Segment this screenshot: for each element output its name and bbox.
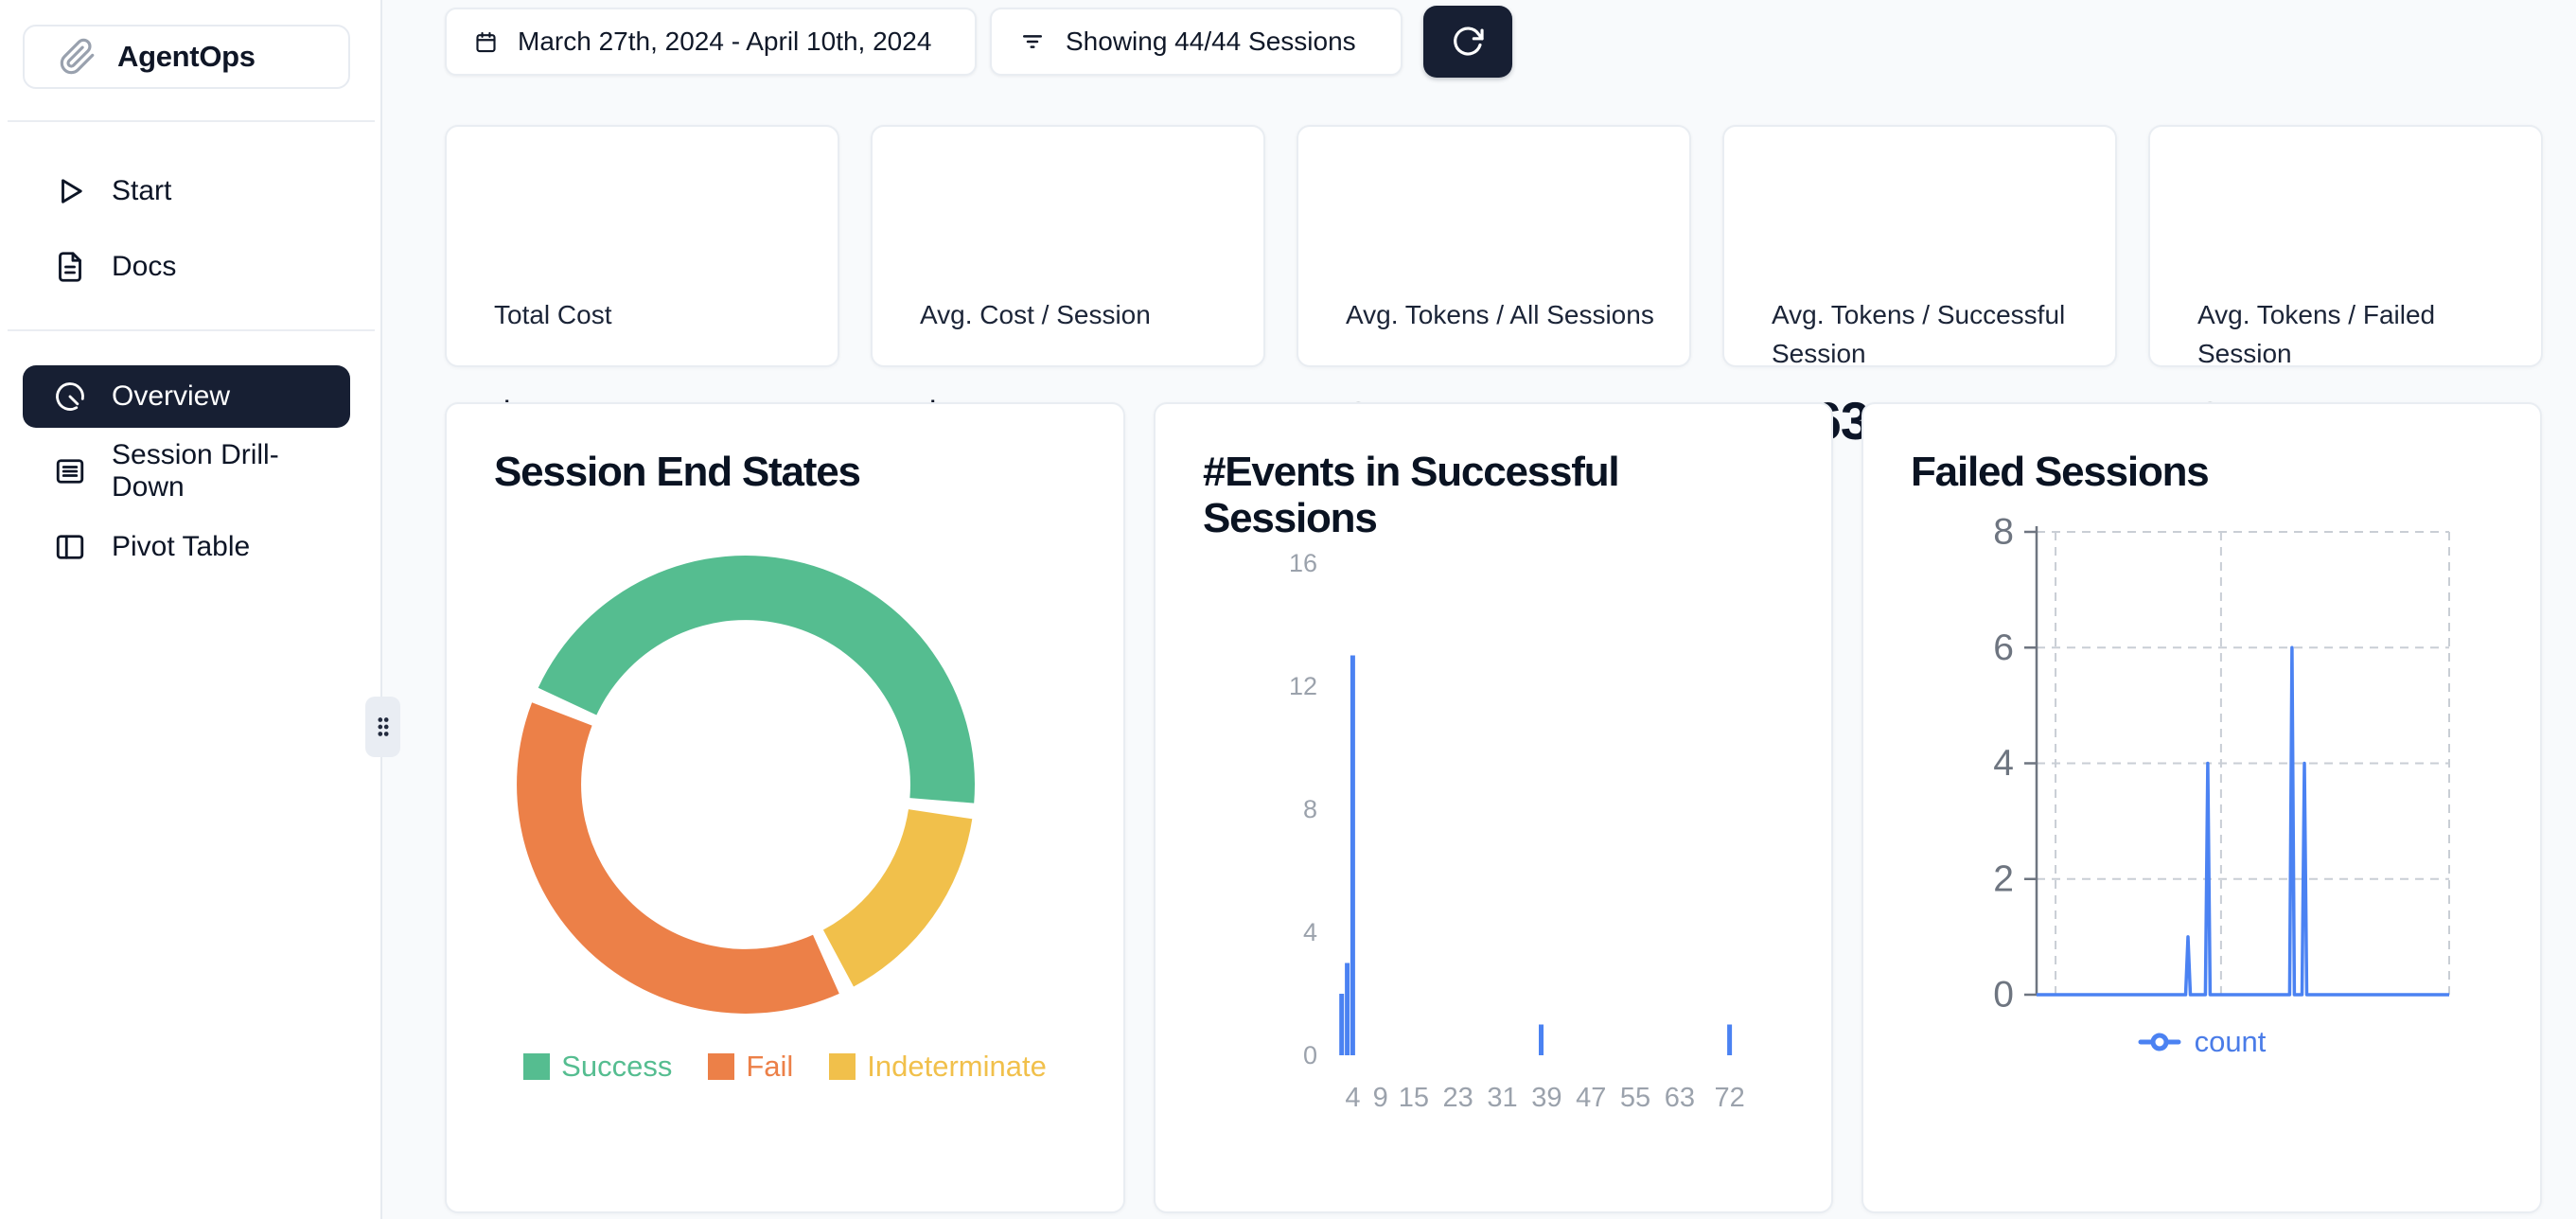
line-legend-label: count <box>2194 1025 2267 1058</box>
sidebar-divider <box>8 329 375 331</box>
line-series-symbol <box>2138 1033 2181 1051</box>
list-box-icon <box>53 454 87 488</box>
sidebar-item-session-drill-down[interactable]: Session Drill-Down <box>23 439 350 503</box>
sidebar-item-label: Session Drill-Down <box>112 439 279 503</box>
sidebar-divider <box>8 120 375 122</box>
bar-chart-title: #Events in Successful Sessions <box>1203 449 1620 541</box>
gauge-icon <box>53 380 87 414</box>
calendar-icon <box>473 29 499 55</box>
stat-label: Avg. Tokens / Successful Session <box>1772 300 2066 368</box>
grip-dots-icon <box>377 717 389 736</box>
failed-sessions-line-chart: 0 2 4 6 8 <box>1993 512 2450 1016</box>
svg-text:6: 6 <box>1993 627 2014 668</box>
date-range-picker[interactable]: March 27th, 2024 - April 10th, 2024 <box>445 8 977 76</box>
stat-card-total-cost: Total Cost $4.79 <box>445 125 839 450</box>
svg-text:8: 8 <box>1993 512 2014 553</box>
refresh-button[interactable] <box>1423 6 1512 78</box>
legend-item-indeterminate: Indeterminate <box>829 1050 1047 1084</box>
sidebar-resize-handle[interactable] <box>365 697 400 757</box>
stat-label: Avg. Cost / Session <box>920 300 1151 329</box>
legend-swatch-indeterminate <box>829 1053 856 1080</box>
svg-text:15: 15 <box>1399 1083 1429 1113</box>
legend-swatch-fail <box>708 1053 735 1080</box>
stat-card-avg-tokens-successful: Avg. Tokens / Successful Session 4,638 <box>1722 125 2117 450</box>
sidebar: AgentOps Start Docs Over <box>0 0 382 1219</box>
legend-label: Indeterminate <box>867 1050 1047 1083</box>
play-icon <box>53 174 87 208</box>
document-icon <box>53 250 87 284</box>
paperclip-logo-icon <box>59 38 97 76</box>
svg-text:47: 47 <box>1576 1083 1606 1113</box>
svg-text:23: 23 <box>1443 1083 1473 1113</box>
svg-text:2: 2 <box>1993 858 2014 899</box>
svg-text:63: 63 <box>1665 1083 1695 1113</box>
pie-chart-title: Session End States <box>494 449 861 495</box>
svg-text:4: 4 <box>1993 743 2014 784</box>
events-successful-sessions-card: #Events in Successful Sessions 0 4 8 12 16 4 9… <box>1154 402 1833 1213</box>
svg-text:72: 72 <box>1714 1083 1744 1113</box>
pie-legend: Success Fail Indeterminate <box>447 1050 1123 1084</box>
legend-label: Success <box>561 1050 673 1083</box>
failed-sessions-card: Failed Sessions 0 2 4 6 8 count <box>1861 402 2542 1213</box>
sidebar-item-label: Docs <box>112 251 177 282</box>
svg-text:4: 4 <box>1303 918 1317 946</box>
logo-text: AgentOps <box>117 40 256 73</box>
session-end-states-card: Session End States Success Fail Indeterm… <box>445 402 1125 1213</box>
columns-icon <box>53 530 87 564</box>
svg-text:55: 55 <box>1620 1083 1650 1113</box>
legend-swatch-success <box>523 1053 551 1080</box>
sidebar-item-docs[interactable]: Docs <box>23 237 350 297</box>
stat-label: Avg. Tokens / Failed Session <box>2197 300 2436 368</box>
svg-text:12: 12 <box>1289 672 1317 700</box>
sessions-filter-button[interactable]: Showing 44/44 Sessions <box>990 8 1403 76</box>
svg-text:39: 39 <box>1531 1083 1561 1113</box>
stat-card-avg-tokens-all: Avg. Tokens / All Sessions 3,598 <box>1297 125 1691 450</box>
date-range-label: March 27th, 2024 - April 10th, 2024 <box>518 26 932 56</box>
svg-text:31: 31 <box>1487 1083 1517 1113</box>
svg-text:0: 0 <box>1303 1041 1317 1069</box>
stat-label: Total Cost <box>494 300 612 329</box>
agentops-logo[interactable]: AgentOps <box>23 25 350 89</box>
filter-icon <box>1018 27 1047 56</box>
sidebar-item-pivot-table[interactable]: Pivot Table <box>23 517 350 577</box>
sidebar-item-label: Start <box>112 175 172 206</box>
legend-label: Fail <box>746 1050 794 1083</box>
session-end-states-donut-chart <box>517 556 975 1014</box>
stat-label: Avg. Tokens / All Sessions <box>1346 300 1654 329</box>
sidebar-item-start[interactable]: Start <box>23 161 350 221</box>
svg-text:8: 8 <box>1303 795 1317 823</box>
svg-text:4: 4 <box>1345 1083 1360 1113</box>
sidebar-item-overview[interactable]: Overview <box>23 365 350 428</box>
line-chart-title: Failed Sessions <box>1911 449 2210 495</box>
sessions-filter-label: Showing 44/44 Sessions <box>1066 26 1356 56</box>
legend-item-success: Success <box>523 1050 672 1084</box>
stat-card-avg-cost-session: Avg. Cost / Session $0.27 <box>871 125 1265 450</box>
svg-text:16: 16 <box>1289 549 1317 577</box>
sidebar-item-label: Pivot Table <box>112 531 251 562</box>
sidebar-item-label: Overview <box>112 380 231 412</box>
refresh-icon <box>1450 24 1486 60</box>
stat-card-avg-tokens-failed: Avg. Tokens / Failed Session 3,856 <box>2148 125 2543 450</box>
line-legend: count <box>1863 1025 2540 1059</box>
svg-text:0: 0 <box>1993 975 2014 1016</box>
svg-text:9: 9 <box>1373 1083 1388 1113</box>
legend-item-fail: Fail <box>708 1050 793 1084</box>
